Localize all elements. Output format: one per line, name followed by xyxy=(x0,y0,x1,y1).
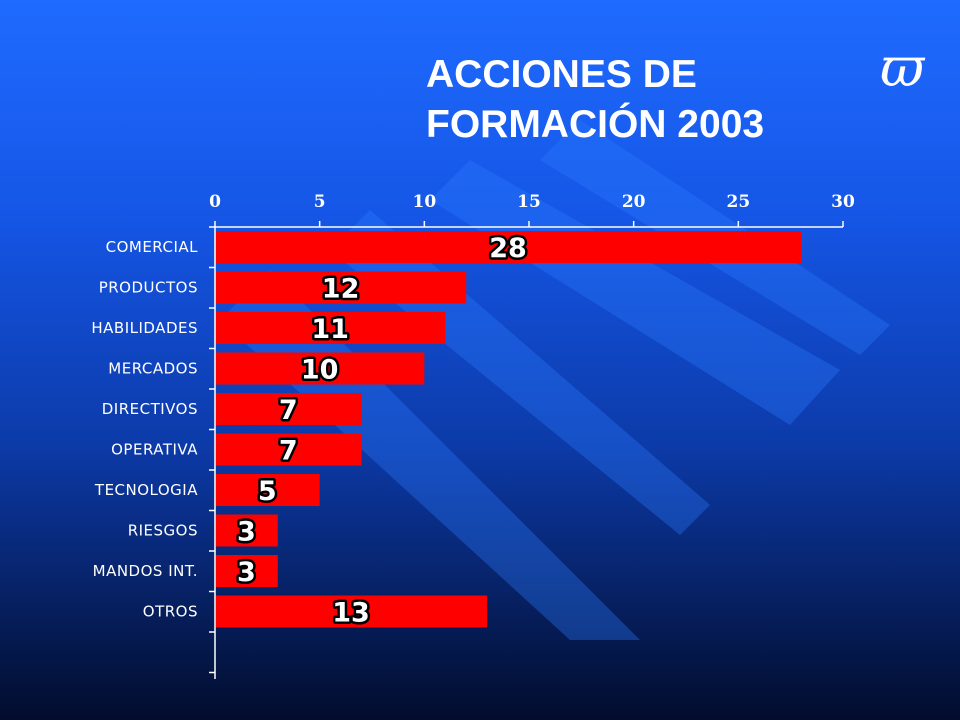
bar xyxy=(216,231,802,263)
x-tick-label: 15 xyxy=(517,192,541,212)
data-label: 3 xyxy=(237,517,256,548)
category-label: DIRECTIVOS xyxy=(102,400,198,418)
bar xyxy=(216,474,320,506)
data-label: 10 xyxy=(301,355,339,386)
category-label: MANDOS INT. xyxy=(93,562,198,580)
data-label: 5 xyxy=(258,476,277,507)
bar xyxy=(216,312,446,344)
x-tick-label: 30 xyxy=(831,192,855,212)
bar xyxy=(216,393,362,425)
bar xyxy=(216,555,278,587)
x-tick-label: 10 xyxy=(412,192,436,212)
category-label: MERCADOS xyxy=(108,360,198,378)
category-label: OPERATIVA xyxy=(111,441,198,459)
data-label: 7 xyxy=(279,436,298,467)
category-label: PRODUCTOS xyxy=(99,279,198,297)
data-label: 7 xyxy=(279,395,298,426)
title-line-1: ACCIONES DE xyxy=(426,53,697,96)
page-title: ACCIONES DE FORMACIÓN 2003 xyxy=(426,50,764,150)
category-label: OTROS xyxy=(143,603,198,621)
category-label: TECNOLOGIA xyxy=(94,481,198,499)
x-tick-label: 25 xyxy=(726,192,750,212)
bar xyxy=(216,595,488,628)
bar xyxy=(216,514,278,547)
pi-variant-logo-icon: ϖ xyxy=(880,36,925,99)
x-tick-label: 20 xyxy=(622,192,646,212)
data-label: 11 xyxy=(311,314,349,345)
title-line-2: FORMACIÓN 2003 xyxy=(426,103,765,146)
data-label: 12 xyxy=(322,274,360,305)
bar xyxy=(216,352,425,385)
category-label: COMERCIAL xyxy=(106,238,199,256)
data-label: 28 xyxy=(489,233,527,264)
bar xyxy=(216,433,362,466)
bar xyxy=(216,271,467,304)
category-label: RIESGOS xyxy=(128,522,198,540)
data-label: 13 xyxy=(332,598,370,629)
x-tick-label: 5 xyxy=(314,192,326,212)
x-tick-label: 0 xyxy=(209,192,221,212)
category-label: HABILIDADES xyxy=(91,319,198,337)
data-label: 3 xyxy=(237,557,256,588)
